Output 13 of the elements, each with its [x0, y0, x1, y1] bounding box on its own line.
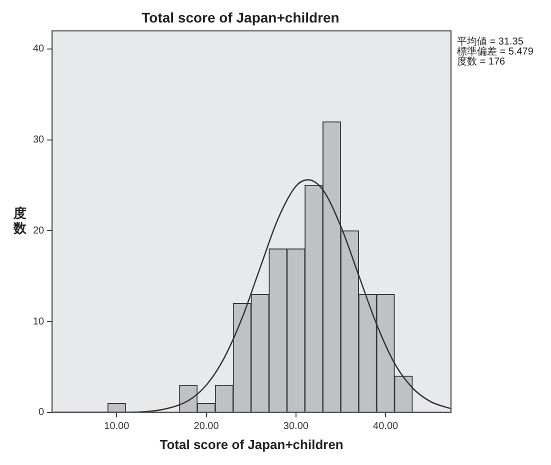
y-tick-label: 20	[33, 225, 45, 236]
y-axis-title: 度数	[12, 206, 28, 236]
x-axis-title: Total score of Japan+children	[160, 436, 344, 452]
y-tick-label: 40	[33, 44, 45, 55]
chart-title: Total score of Japan+children	[142, 9, 340, 26]
x-tick-label: 10.00	[104, 421, 130, 432]
text: 度数 = 176	[457, 56, 506, 68]
y-tick-label: 10	[33, 316, 45, 328]
x-tick-label: 40.00	[373, 421, 399, 432]
y-tick-label: 30	[33, 134, 45, 146]
x-tick-label: 20.00	[194, 421, 220, 432]
y-tick-label: 0	[38, 407, 45, 418]
x-tick-label: 30.00	[283, 421, 309, 432]
